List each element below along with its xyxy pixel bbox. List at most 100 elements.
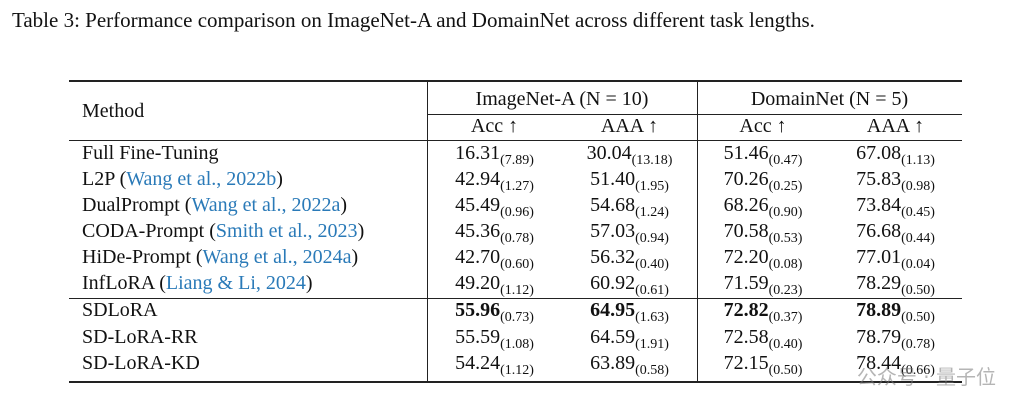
std-value: (0.98)	[901, 179, 935, 194]
mean-value: 49.20	[455, 272, 501, 294]
mean-value: 64.95	[590, 299, 636, 321]
method-name: SD-LoRA-KD	[82, 352, 200, 374]
value-cell: 42.70(0.60)	[427, 245, 562, 277]
std-value: (7.89)	[500, 153, 534, 168]
value-cell: 70.58(0.53)	[697, 219, 829, 251]
citation-link[interactable]: Wang et al., 2022b	[126, 168, 277, 190]
mean-value: 78.89	[856, 299, 902, 321]
std-value: (0.25)	[768, 179, 803, 194]
row-method: SDLoRA	[82, 298, 158, 322]
mean-value: 57.03	[590, 220, 636, 242]
std-value: (0.50)	[901, 283, 935, 298]
method-name: DualPrompt (	[82, 194, 192, 216]
value-cell: 57.03(0.94)	[562, 219, 697, 251]
method-suffix: )	[305, 272, 313, 294]
value-cell: 30.04(13.18)	[562, 141, 697, 173]
value-cell: 77.01(0.04)	[829, 245, 962, 277]
citation-link[interactable]: Wang et al., 2024a	[202, 246, 352, 268]
value-cell: 72.15(0.50)	[697, 351, 829, 383]
value-cell: 51.40(1.95)	[562, 167, 697, 199]
value-cell: 54.24(1.12)	[427, 351, 562, 383]
method-name: HiDe-Prompt (	[82, 246, 203, 268]
value-cell: 49.20(1.12)	[427, 271, 562, 303]
citation-link[interactable]: Liang & Li, 2024	[165, 272, 306, 294]
std-value: (1.13)	[901, 153, 935, 168]
top-rule	[69, 80, 962, 82]
mean-value: 78.44	[856, 352, 902, 374]
mean-value: 45.49	[455, 194, 501, 216]
citation-link[interactable]: Smith et al., 2023	[215, 220, 358, 242]
header-acc-2: Acc ↑	[739, 115, 787, 137]
row-method: Full Fine-Tuning	[82, 141, 219, 165]
mean-value: 42.94	[455, 168, 501, 190]
std-value: (0.94)	[635, 231, 669, 246]
row-method: HiDe-Prompt (Wang et al., 2024a)	[82, 245, 358, 269]
mean-value: 77.01	[856, 246, 902, 268]
value-cell: 78.79(0.78)	[829, 325, 962, 357]
value-cell: 78.89(0.50)	[829, 298, 962, 330]
mean-value: 75.83	[856, 168, 902, 190]
value-cell: 68.26(0.90)	[697, 193, 829, 225]
citation-link[interactable]: Wang et al., 2022a	[191, 194, 341, 216]
std-value: (1.91)	[635, 337, 669, 352]
mean-value: 30.04	[586, 142, 632, 164]
mean-value: 78.29	[856, 272, 902, 294]
value-cell: 42.94(1.27)	[427, 167, 562, 199]
std-value: (1.63)	[635, 310, 669, 325]
mean-value: 70.26	[723, 168, 769, 190]
mean-value: 55.59	[455, 326, 501, 348]
mean-value: 78.79	[856, 326, 902, 348]
mean-value: 70.58	[723, 220, 769, 242]
method-name: SDLoRA	[82, 299, 158, 321]
method-name: InfLoRA (	[82, 272, 166, 294]
mean-value: 51.46	[723, 142, 769, 164]
value-cell: 45.49(0.96)	[427, 193, 562, 225]
method-suffix: )	[351, 246, 359, 268]
std-value: (0.45)	[901, 205, 935, 220]
std-value: (0.23)	[768, 283, 803, 298]
std-value: (13.18)	[631, 153, 673, 168]
value-cell: 63.89(0.58)	[562, 351, 697, 383]
std-value: (1.12)	[500, 363, 534, 378]
std-value: (1.12)	[500, 283, 534, 298]
value-cell: 72.58(0.40)	[697, 325, 829, 357]
header-rule	[69, 140, 962, 141]
std-value: (0.58)	[635, 363, 669, 378]
vline-1	[427, 82, 428, 381]
header-acc-1: Acc ↑	[470, 115, 519, 137]
std-value: (1.27)	[500, 179, 534, 194]
std-value: (0.40)	[768, 337, 803, 352]
mean-value: 42.70	[455, 246, 501, 268]
value-cell: 55.96(0.73)	[427, 298, 562, 330]
std-value: (0.53)	[768, 231, 803, 246]
method-name: CODA-Prompt (	[82, 220, 216, 242]
std-value: (0.08)	[768, 257, 803, 272]
std-value: (0.04)	[901, 257, 935, 272]
std-value: (0.44)	[901, 231, 935, 246]
std-value: (1.24)	[635, 205, 669, 220]
mean-value: 16.31	[455, 142, 501, 164]
mean-value: 63.89	[590, 352, 636, 374]
value-cell: 56.32(0.40)	[562, 245, 697, 277]
mean-value: 54.24	[455, 352, 501, 374]
value-cell: 75.83(0.98)	[829, 167, 962, 199]
std-value: (0.78)	[500, 231, 534, 246]
header-aaa-1: AAA ↑	[600, 115, 659, 137]
mean-value: 55.96	[455, 299, 501, 321]
mean-value: 72.20	[723, 246, 769, 268]
std-value: (0.47)	[768, 153, 803, 168]
mean-value: 72.58	[723, 326, 769, 348]
std-value: (0.61)	[635, 283, 669, 298]
value-cell: 60.92(0.61)	[562, 271, 697, 303]
watermark: 公众号 · 量子位	[856, 365, 996, 389]
value-cell: 54.68(1.24)	[562, 193, 697, 225]
value-cell: 78.29(0.50)	[829, 271, 962, 303]
mean-value: 67.08	[856, 142, 902, 164]
mean-value: 45.36	[455, 220, 501, 242]
row-method: L2P (Wang et al., 2022b)	[82, 167, 283, 191]
std-value: (0.73)	[500, 310, 534, 325]
std-value: (0.37)	[768, 310, 803, 325]
value-cell: 64.95(1.63)	[562, 298, 697, 330]
mean-value: 51.40	[590, 168, 636, 190]
value-cell: 71.59(0.23)	[697, 271, 829, 303]
